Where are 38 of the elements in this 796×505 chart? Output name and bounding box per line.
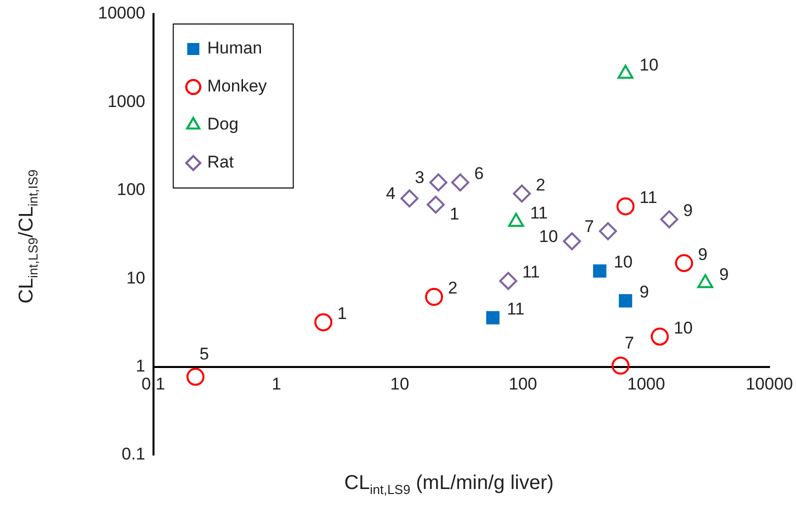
legend-label: Monkey [207,76,268,96]
annotation: 9 [698,244,708,264]
x-tick-label: 1 [272,374,282,394]
annotation: 7 [624,333,634,352]
y-tick-label: 10000 [98,4,146,23]
annotation: 3 [414,168,424,188]
annotation: 2 [448,278,458,298]
annotation: 6 [474,164,484,184]
legend-label: Rat [207,152,234,172]
annotation: 1 [450,204,460,224]
annotation: 9 [683,201,693,220]
x-tick-label: 100 [508,374,538,394]
legend-label: Human [207,38,262,58]
annotation: 11 [506,299,525,318]
legend-label: Dog [207,114,238,134]
annotation: 11 [530,204,548,223]
annotation: 10 [674,318,693,338]
annotation: 10 [614,252,633,272]
annotation: 7 [584,216,594,236]
annotation: 2 [536,175,546,194]
annotation: 9 [719,264,729,284]
annotation: 11 [522,262,540,282]
y-tick-label: 0.1 [122,444,146,464]
annotation: 9 [640,282,649,302]
annotation: 1 [337,304,347,323]
y-tick-label: 1 [136,356,146,376]
x-tick-label: 1000 [627,374,666,394]
annotation: 10 [539,226,558,246]
y-tick-label: 1000 [107,92,146,111]
annotation: 10 [640,55,658,74]
x-tick-label: 10000 [746,374,794,394]
x-tick-label: 10 [390,374,410,394]
x-axis-title: CL$_{int,LS9}$ (mL/min/g liver) [343,472,555,497]
annotation: 4 [386,184,396,204]
annotation: 11 [640,188,658,208]
y-tick-label: 10 [126,268,146,288]
annotation: 5 [199,344,209,364]
y-tick-label: 100 [116,180,146,200]
